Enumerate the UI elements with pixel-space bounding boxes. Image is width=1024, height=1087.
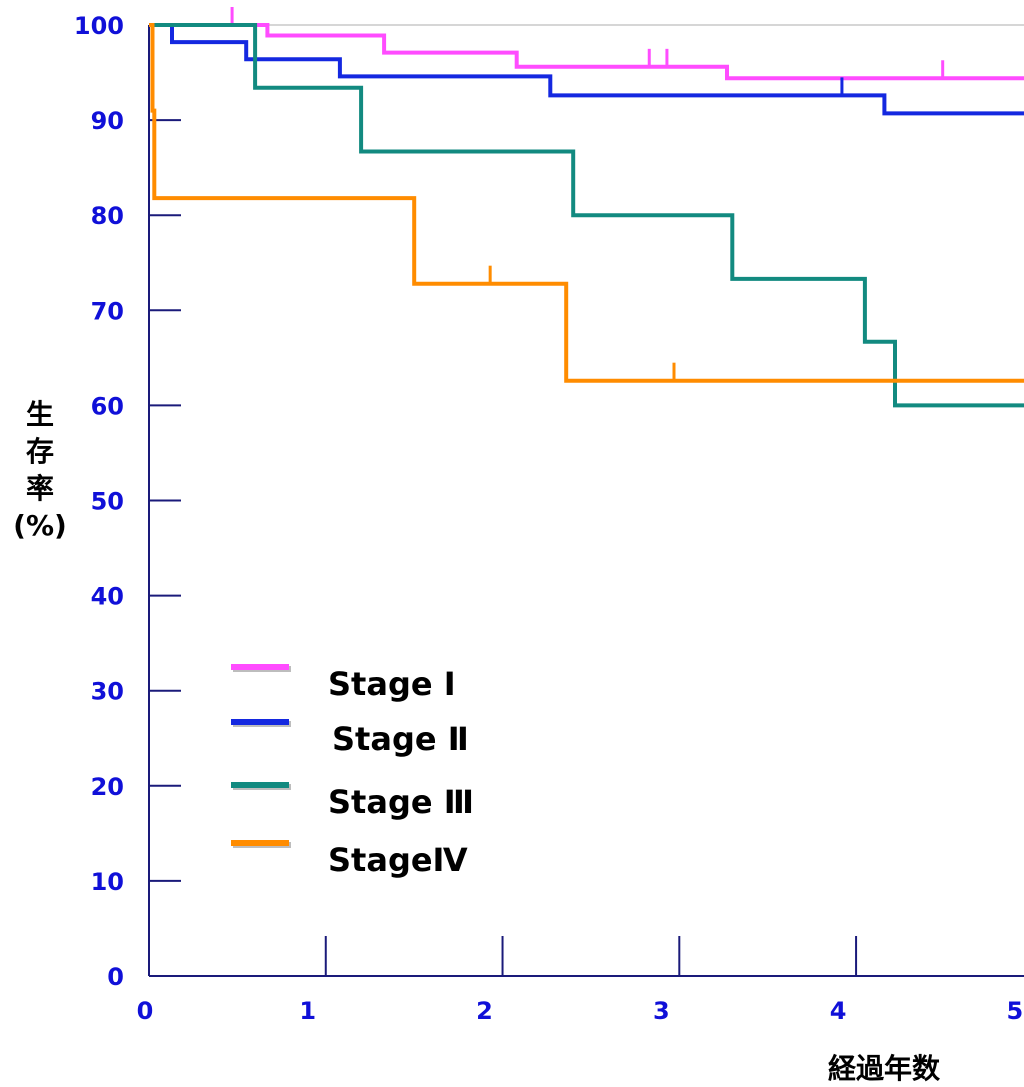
legend-label: Stage Ⅱ (332, 720, 469, 758)
x-axis: 0 1 2 3 4 5 (137, 936, 1024, 1025)
x-tick-label: 3 (653, 997, 670, 1025)
series-line-4 (149, 23, 1024, 383)
series-line-2 (149, 23, 1024, 116)
x-tick-label: 4 (830, 997, 847, 1025)
y-tick-label: 50 (91, 488, 124, 516)
y-tick-label: 10 (91, 868, 124, 896)
y-axis-title-part: (%) (13, 509, 67, 542)
y-axis-title: 生存率 (%) (13, 398, 67, 542)
legend-label: Stage Ⅲ (328, 783, 474, 821)
series-line-1 (149, 23, 1024, 81)
legend-label: StageⅣ (328, 841, 468, 879)
y-tick-label: 0 (107, 963, 124, 991)
y-axis-title-part: 存 (26, 435, 54, 468)
y-tick-label: 30 (91, 678, 124, 706)
legend-label: Stage Ⅰ (328, 665, 456, 703)
y-axis: 0 10 20 30 40 50 60 70 80 90 100 (74, 12, 181, 991)
y-tick-label: 90 (91, 107, 124, 135)
series-line-3 (149, 23, 1024, 408)
x-tick-label: 1 (299, 997, 316, 1025)
legend: Stage Ⅰ Stage Ⅱ Stage Ⅲ StageⅣ (231, 664, 474, 879)
y-tick-label: 20 (91, 773, 124, 801)
y-tick-label: 70 (91, 297, 124, 325)
y-tick-label: 80 (91, 202, 124, 230)
y-axis-title-part: 生 (26, 398, 54, 431)
y-tick-label: 100 (74, 12, 124, 40)
y-tick-label: 60 (91, 392, 124, 420)
x-axis-title: 経過年数 (828, 1052, 941, 1085)
series-group (149, 7, 1024, 408)
y-axis-title-part: 率 (26, 472, 54, 505)
x-tick-label: 2 (476, 997, 493, 1025)
x-tick-label: 5 (1006, 997, 1023, 1025)
x-tick-label: 0 (137, 997, 154, 1025)
y-tick-label: 40 (91, 583, 124, 611)
